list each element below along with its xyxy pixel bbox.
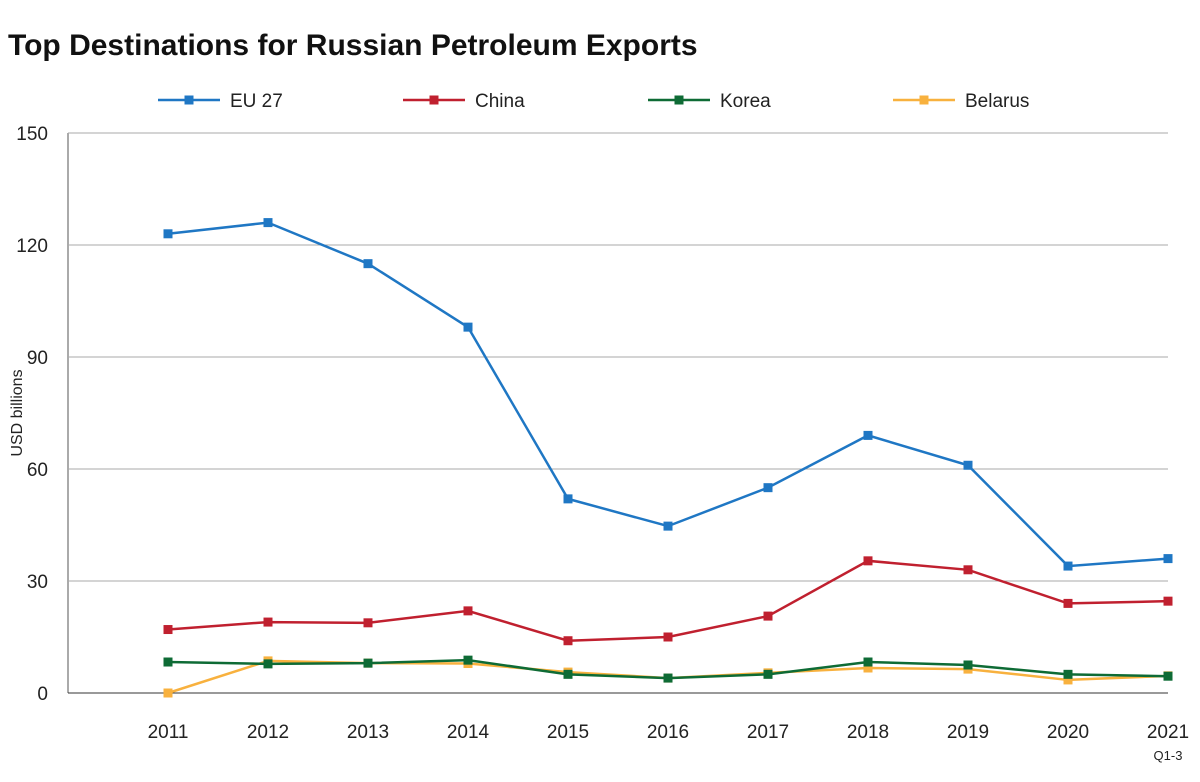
data-point [363,658,373,668]
x-tick-label: 2014 [447,722,490,743]
data-point [163,688,173,698]
y-tick-label: 60 [27,460,48,481]
data-point [663,521,673,531]
chart-title: Top Destinations for Russian Petroleum E… [8,29,698,62]
legend-item: EU 27 [158,91,283,112]
y-tick-label: 90 [27,348,48,369]
data-point [463,655,473,665]
data-point [1063,598,1073,608]
data-point [263,659,273,669]
data-point [463,606,473,616]
x-tick-label: 2015 [547,722,589,743]
data-point [1063,669,1073,679]
data-point [163,625,173,635]
y-tick-label: 150 [16,124,48,145]
x-tick-label: 2011 [148,722,189,743]
series-korea [163,655,1173,683]
data-point [263,218,273,228]
data-point [863,430,873,440]
series-line [167,221,1169,568]
legend-marker [184,95,194,105]
legend-label: EU 27 [230,91,283,112]
data-point [563,636,573,646]
data-point [463,322,473,332]
x-tick-label: 2012 [247,722,289,743]
data-point [163,657,173,667]
legend-label: Korea [720,91,771,112]
legend-item: Belarus [893,91,1029,112]
x-tick-label: 2017 [747,722,789,743]
y-tick-label: 30 [27,572,48,593]
x-tick-label: 2016 [647,722,689,743]
series-china [163,556,1173,646]
data-point [763,669,773,679]
data-point [1163,596,1173,606]
data-point [563,494,573,504]
data-point [863,663,873,673]
data-point [363,259,373,269]
legend: EU 27 China Korea Belarus [158,91,1029,112]
legend-marker [429,95,439,105]
data-point [163,229,173,239]
data-point [963,460,973,470]
series-eu-27 [163,218,1173,571]
legend-marker [919,95,929,105]
legend-label: Belarus [965,91,1029,112]
x-tick-label: 2018 [847,722,889,743]
legend-item: Korea [648,91,771,112]
data-point [963,565,973,575]
legend-item: China [403,91,525,112]
data-point [763,611,773,621]
legend-label: China [475,91,525,112]
data-point [263,617,273,627]
data-point [963,660,973,670]
x-tick-sublabel: Q1-3 [1154,748,1183,763]
data-point [663,632,673,642]
y-tick-label: 120 [16,236,48,257]
y-axis-label: USD billions [9,369,26,456]
data-point [1163,671,1173,681]
legend-marker [674,95,684,105]
data-point [663,673,673,683]
x-tick-label: 2019 [947,722,989,743]
data-point [1163,554,1173,564]
y-axis: 0 30 60 90 120 150 [16,124,48,705]
data-point [863,657,873,667]
data-point [863,556,873,566]
data-point [763,483,773,493]
x-tick-label: 2021 [1147,722,1189,743]
y-tick-label: 0 [37,684,48,705]
gridlines [67,132,1168,694]
data-point [1063,561,1073,571]
x-tick-label: 2020 [1047,722,1089,743]
data-point [1063,675,1073,685]
x-axis: 2011 2012 2013 2014 2015 2016 2017 2018 2019 2020… [148,722,1190,763]
series-group [163,218,1173,698]
x-tick-label: 2013 [347,722,389,743]
data-point [563,669,573,679]
data-point [363,618,373,628]
series-line [167,559,1169,642]
